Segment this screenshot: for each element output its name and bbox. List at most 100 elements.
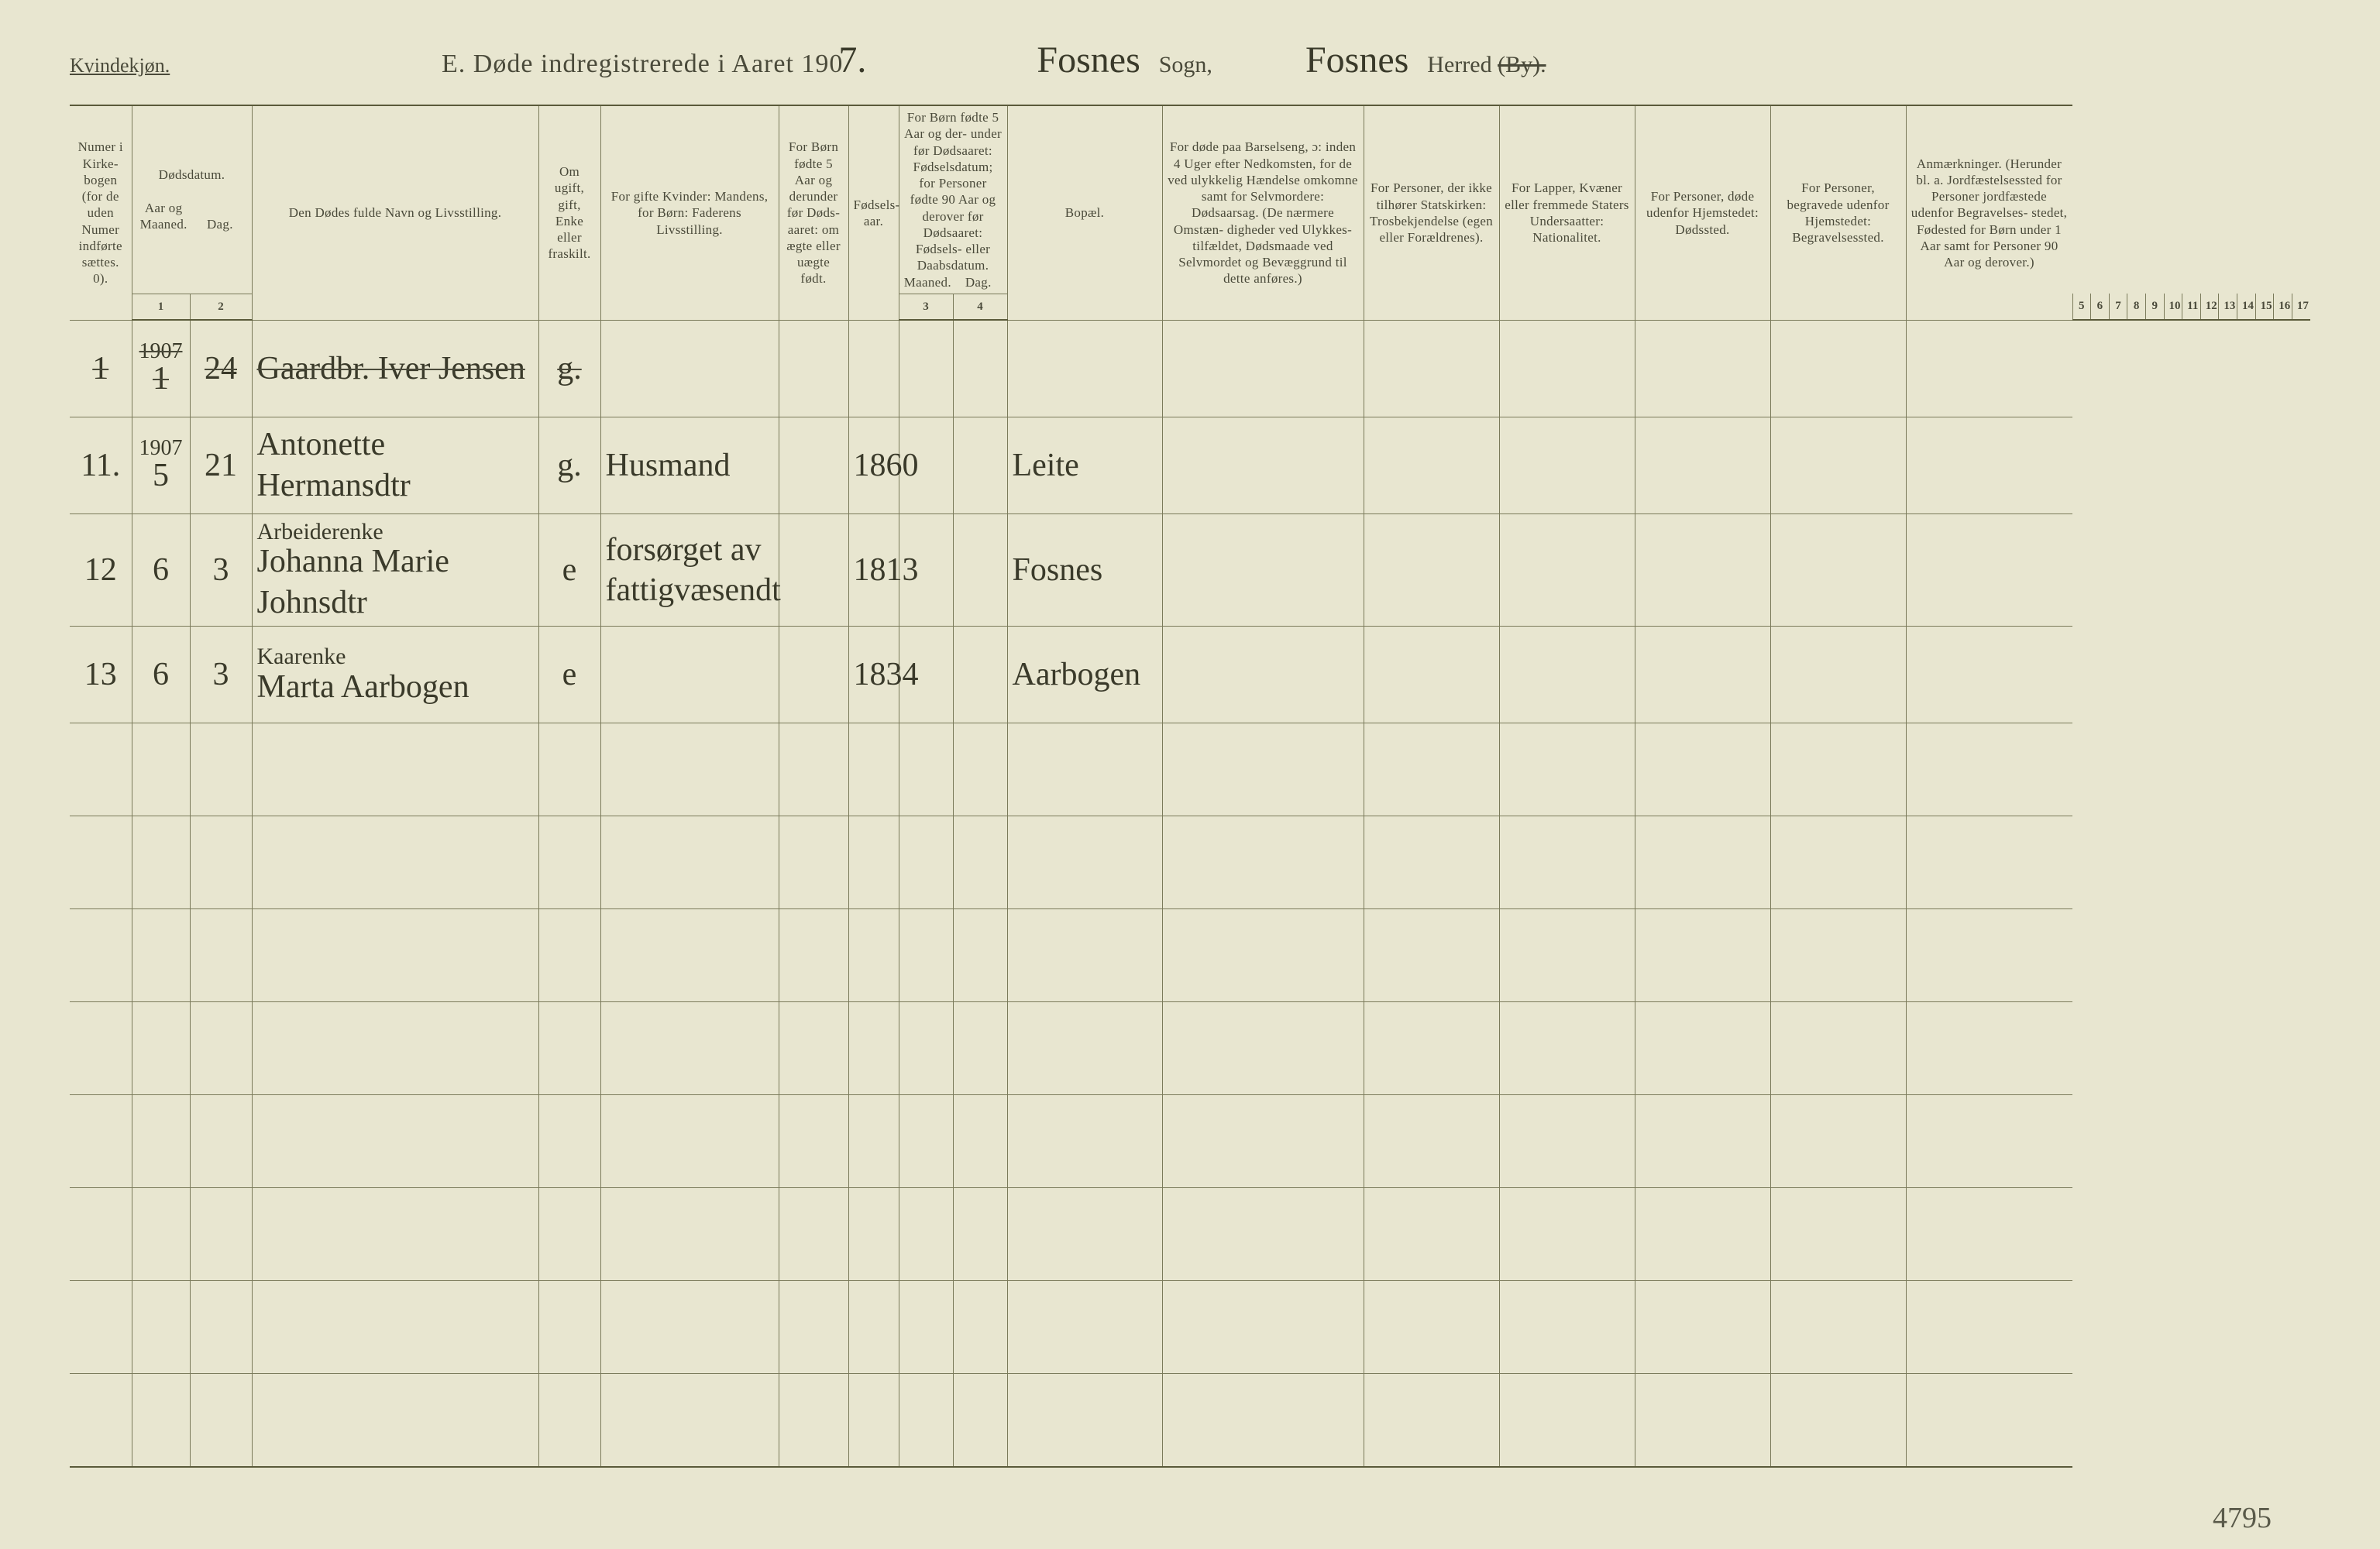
cell — [190, 909, 252, 1002]
gender-label: Kvindekjøn. — [70, 54, 442, 77]
cell — [1906, 513, 2072, 627]
cell: 3 — [190, 513, 252, 627]
cell — [1364, 1188, 1499, 1281]
cell — [779, 320, 848, 417]
colnum-4: 4 — [953, 294, 1007, 320]
cell: Gaardbr. Iver Jensen — [252, 320, 538, 417]
cell — [1162, 417, 1364, 513]
cell — [1499, 816, 1635, 909]
col-header-12: For døde paa Barselseng, ɔ: inden 4 Uger… — [1162, 105, 1364, 320]
cell — [252, 723, 538, 816]
cell: ArbeiderenkeJohanna Marie Johnsdtr — [252, 513, 538, 627]
cell — [190, 1002, 252, 1095]
cell — [600, 1188, 779, 1281]
cell — [953, 1002, 1007, 1095]
cell — [252, 816, 538, 909]
cell — [953, 417, 1007, 513]
cell — [70, 1188, 132, 1281]
table-row — [70, 1374, 2310, 1467]
cell — [252, 1095, 538, 1188]
page-header: Kvindekjøn. E. Døde indregistrerede i Aa… — [70, 39, 2310, 81]
cell — [1635, 1095, 1770, 1188]
cell — [1162, 816, 1364, 909]
cell — [600, 1374, 779, 1467]
cell: e — [538, 513, 600, 627]
cell — [252, 1188, 538, 1281]
cell — [70, 1374, 132, 1467]
cell — [1770, 1002, 1906, 1095]
cell — [1770, 909, 1906, 1002]
cell — [600, 1281, 779, 1374]
cell — [190, 1281, 252, 1374]
col-header-6: For gifte Kvinder: Mandens, for Børn: Fa… — [600, 105, 779, 320]
sogn-value: Fosnes — [1037, 39, 1140, 81]
cell — [1364, 417, 1499, 513]
cell — [1635, 417, 1770, 513]
colnum-2: 2 — [190, 294, 252, 320]
cell: Husmand — [600, 417, 779, 513]
col-header-9a: Maaned. — [904, 274, 951, 290]
cell — [252, 1002, 538, 1095]
cell — [600, 1095, 779, 1188]
col-header-11: Bopæl. — [1007, 105, 1162, 320]
cell — [70, 816, 132, 909]
cell — [953, 723, 1007, 816]
cell — [538, 816, 600, 909]
cell — [538, 909, 600, 1002]
table-row: 1263ArbeiderenkeJohanna Marie Johnsdtref… — [70, 513, 2310, 627]
cell — [1162, 909, 1364, 1002]
cell: forsørget av fattigvæsendt — [600, 513, 779, 627]
cell — [779, 417, 848, 513]
cell — [1906, 627, 2072, 723]
cell — [132, 1095, 190, 1188]
title-block: E. Døde indregistrerede i Aaret 190 7. F… — [442, 39, 2310, 81]
cell — [1364, 816, 1499, 909]
cell — [190, 1374, 252, 1467]
cell — [1364, 1374, 1499, 1467]
cell — [1007, 723, 1162, 816]
cell — [899, 909, 953, 1002]
cell — [538, 1188, 600, 1281]
cell — [132, 1188, 190, 1281]
cell — [1906, 417, 2072, 513]
cell — [1499, 1002, 1635, 1095]
cell — [779, 909, 848, 1002]
cell: 1860 — [848, 417, 899, 513]
cell: g. — [538, 320, 600, 417]
cell — [1906, 1281, 2072, 1374]
cell — [1162, 1188, 1364, 1281]
cell — [1635, 723, 1770, 816]
cell — [1162, 1002, 1364, 1095]
cell — [1906, 1374, 2072, 1467]
cell — [779, 1374, 848, 1467]
cell — [538, 1281, 600, 1374]
cell — [1770, 1281, 1906, 1374]
col-header-16: For Personer, begravede udenfor Hjemsted… — [1770, 105, 1906, 320]
cell — [779, 723, 848, 816]
colnum-10: 10 — [2164, 294, 2182, 320]
cell: 6 — [132, 627, 190, 723]
table-row — [70, 723, 2310, 816]
cell — [848, 320, 899, 417]
title-year-handwritten: 7. — [838, 39, 866, 81]
ledger-table: Numer i Kirke- bogen (for de uden Numer … — [70, 105, 2310, 1468]
cell — [1007, 816, 1162, 909]
col-header-9: For Børn fødte 5 Aar og der- under før D… — [899, 105, 1007, 294]
cell — [1499, 1281, 1635, 1374]
colnum-14: 14 — [2237, 294, 2255, 320]
cell: 6 — [132, 513, 190, 627]
cell — [1499, 909, 1635, 1002]
colnum-1: 1 — [132, 294, 190, 320]
cell — [848, 1281, 899, 1374]
cell: 13 — [70, 627, 132, 723]
table-row — [70, 1281, 2310, 1374]
col-header-13: For Personer, der ikke tilhører Statskir… — [1364, 105, 1499, 320]
cell — [848, 909, 899, 1002]
cell: Fosnes — [1007, 513, 1162, 627]
colnum-7: 7 — [2109, 294, 2127, 320]
corner-note: 4795 — [2213, 1501, 2272, 1535]
colnum-3: 3 — [899, 294, 953, 320]
cell — [1770, 723, 1906, 816]
cell — [132, 723, 190, 816]
cell — [1364, 320, 1499, 417]
